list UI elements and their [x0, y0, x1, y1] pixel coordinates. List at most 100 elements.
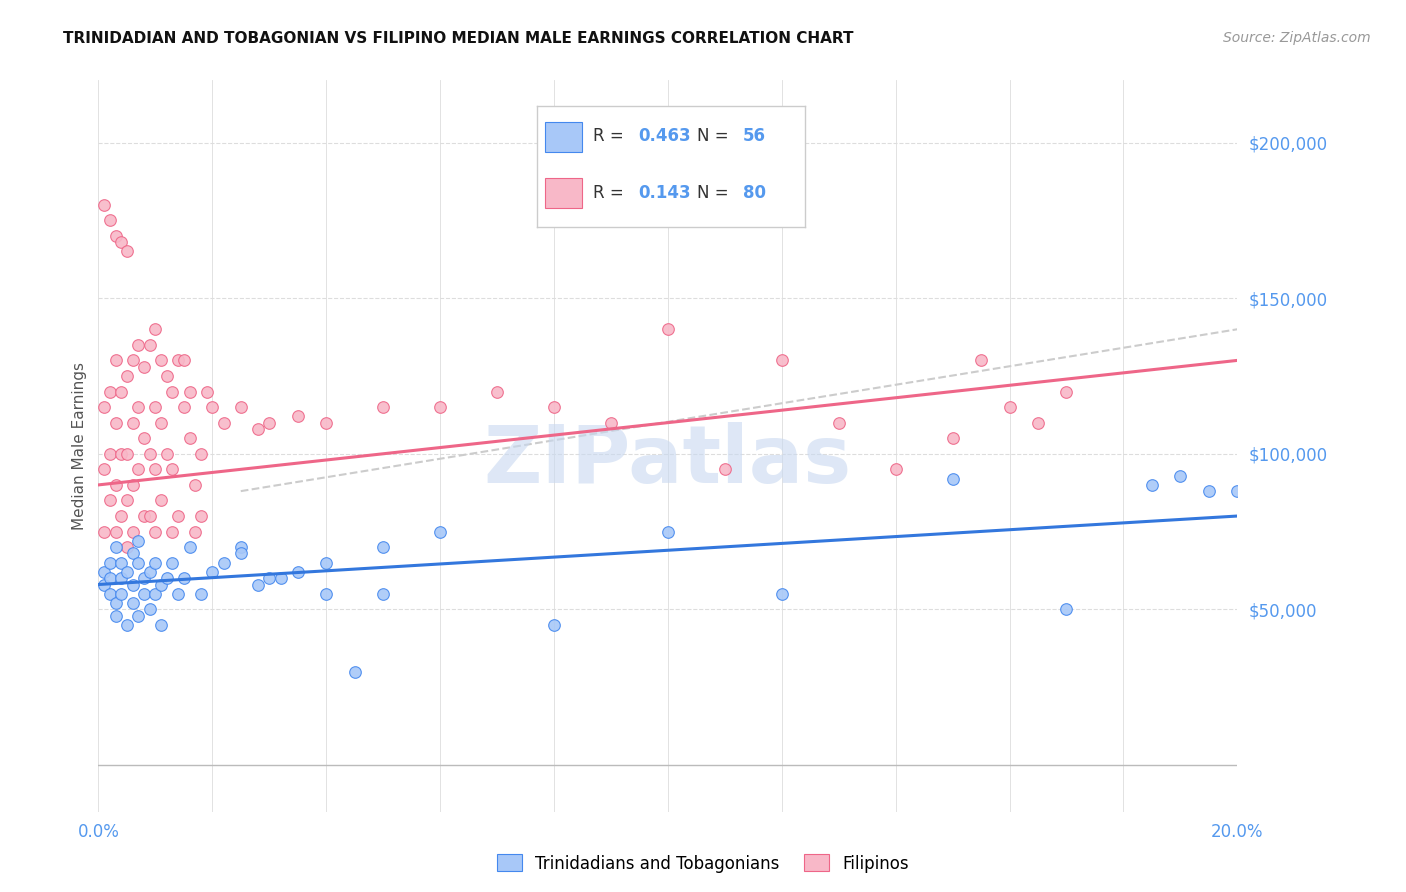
Point [190, 587, 212, 601]
Point [150, 353, 173, 368]
Point [121, 546, 143, 560]
Point [1056, 602, 1078, 616]
Point [121, 596, 143, 610]
Point [429, 400, 451, 414]
Point [104, 416, 127, 430]
Point [315, 587, 337, 601]
Point [127, 338, 149, 352]
Point [259, 571, 281, 585]
Point [104, 228, 127, 243]
Point [145, 400, 167, 414]
Point [115, 368, 138, 383]
Point [173, 400, 195, 414]
Point [970, 353, 993, 368]
Point [127, 556, 149, 570]
Point [138, 509, 160, 524]
Point [132, 587, 155, 601]
Point [770, 353, 793, 368]
Point [770, 587, 793, 601]
Point [98, 587, 121, 601]
Point [145, 587, 167, 601]
Point [212, 556, 235, 570]
Point [93, 524, 115, 539]
Point [162, 524, 184, 539]
Point [145, 462, 167, 476]
Point [229, 540, 252, 554]
Point [132, 431, 155, 445]
Point [98, 493, 121, 508]
Point [373, 400, 395, 414]
Point [167, 587, 190, 601]
Point [145, 556, 167, 570]
Point [104, 353, 127, 368]
Point [93, 400, 115, 414]
Point [1226, 484, 1249, 499]
Point [1170, 468, 1192, 483]
Point [195, 384, 218, 399]
Point [138, 447, 160, 461]
Y-axis label: Median Male Earnings: Median Male Earnings [72, 362, 87, 530]
Point [93, 577, 115, 591]
Point [156, 447, 179, 461]
Point [162, 556, 184, 570]
Point [657, 322, 679, 336]
Point [173, 571, 195, 585]
Point [998, 400, 1021, 414]
Point [110, 384, 132, 399]
Point [93, 462, 115, 476]
Point [884, 462, 907, 476]
Point [98, 384, 121, 399]
Point [115, 244, 138, 259]
Point [162, 384, 184, 399]
Point [104, 608, 127, 623]
Point [138, 565, 160, 579]
Point [184, 478, 207, 492]
Point [115, 618, 138, 632]
Point [115, 540, 138, 554]
Point [127, 608, 149, 623]
Point [156, 571, 179, 585]
Point [173, 353, 195, 368]
Point [486, 384, 509, 399]
Point [1026, 416, 1049, 430]
Point [115, 447, 138, 461]
Point [287, 409, 309, 424]
Text: Source: ZipAtlas.com: Source: ZipAtlas.com [1223, 31, 1371, 45]
Point [600, 416, 623, 430]
Point [132, 509, 155, 524]
Point [184, 524, 207, 539]
Point [98, 571, 121, 585]
Point [190, 509, 212, 524]
Point [110, 556, 132, 570]
Point [179, 384, 201, 399]
Point [315, 416, 337, 430]
Point [229, 400, 252, 414]
Point [150, 416, 173, 430]
Point [121, 478, 143, 492]
Point [110, 587, 132, 601]
Point [543, 400, 565, 414]
Point [162, 462, 184, 476]
Point [121, 524, 143, 539]
Point [93, 198, 115, 212]
Point [104, 478, 127, 492]
Point [657, 524, 679, 539]
Point [167, 353, 190, 368]
Point [259, 416, 281, 430]
Legend: Trinidadians and Tobagonians, Filipinos: Trinidadians and Tobagonians, Filipinos [491, 847, 915, 880]
Point [150, 493, 173, 508]
Point [343, 665, 366, 679]
Point [1056, 384, 1078, 399]
Point [138, 602, 160, 616]
Point [229, 546, 252, 560]
Point [246, 577, 269, 591]
Point [828, 416, 851, 430]
Point [127, 533, 149, 548]
Point [98, 447, 121, 461]
Point [1198, 484, 1220, 499]
Text: ZIPatlas: ZIPatlas [484, 422, 852, 500]
Point [104, 596, 127, 610]
Point [543, 618, 565, 632]
Point [98, 556, 121, 570]
Point [98, 213, 121, 227]
